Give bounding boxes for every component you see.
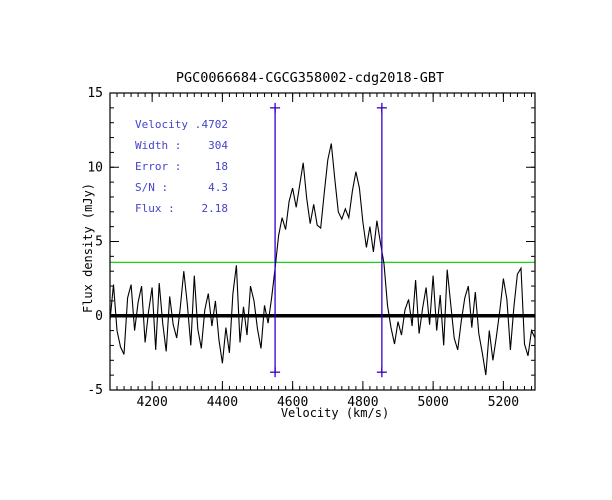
x-tick-label: 4400 [207, 395, 238, 410]
stat-label: Velocity . [135, 118, 202, 131]
stat-label: Width : [135, 139, 182, 152]
stat-value: 2.18 [201, 202, 229, 215]
stat-label: Error : [135, 160, 182, 173]
y-tick-label: 15 [87, 86, 103, 101]
y-tick-label: 10 [87, 160, 103, 175]
stat-value: 4702 [201, 118, 229, 131]
stat-value: 304 [208, 139, 228, 152]
stat-row-velocity: Velocity . 4702 [135, 118, 228, 139]
x-axis-label: Velocity (km/s) [280, 406, 390, 420]
stat-row-width: Width : 304 [135, 139, 228, 160]
y-axis-label: Flux density (mJy) [81, 182, 95, 314]
stat-value: 18 [214, 160, 228, 173]
stat-row-sn: S/N : 4.3 [135, 181, 228, 202]
y-tick-label: 0 [95, 309, 103, 324]
stat-label: Flux : [135, 202, 175, 215]
x-tick-label: 4800 [347, 395, 378, 410]
x-tick-label: 5000 [417, 395, 448, 410]
x-tick-label: 4200 [136, 395, 167, 410]
stat-row-flux: Flux : 2.18 [135, 202, 228, 223]
fit-stats-overlay: Velocity . 4702 Width : 304 Error : 18 S… [135, 118, 228, 223]
stat-label: S/N : [135, 181, 169, 194]
y-tick-label: -5 [87, 383, 103, 398]
x-tick-label: 4600 [277, 395, 308, 410]
plot-title: PGC0066684-CGCG358002-cdg2018-GBT [175, 70, 445, 86]
spectrum-line [109, 143, 536, 376]
y-tick-label: 5 [95, 235, 103, 250]
x-tick-label: 5200 [488, 395, 519, 410]
stat-value: 4.3 [208, 181, 228, 194]
stat-row-error: Error : 18 [135, 160, 228, 181]
